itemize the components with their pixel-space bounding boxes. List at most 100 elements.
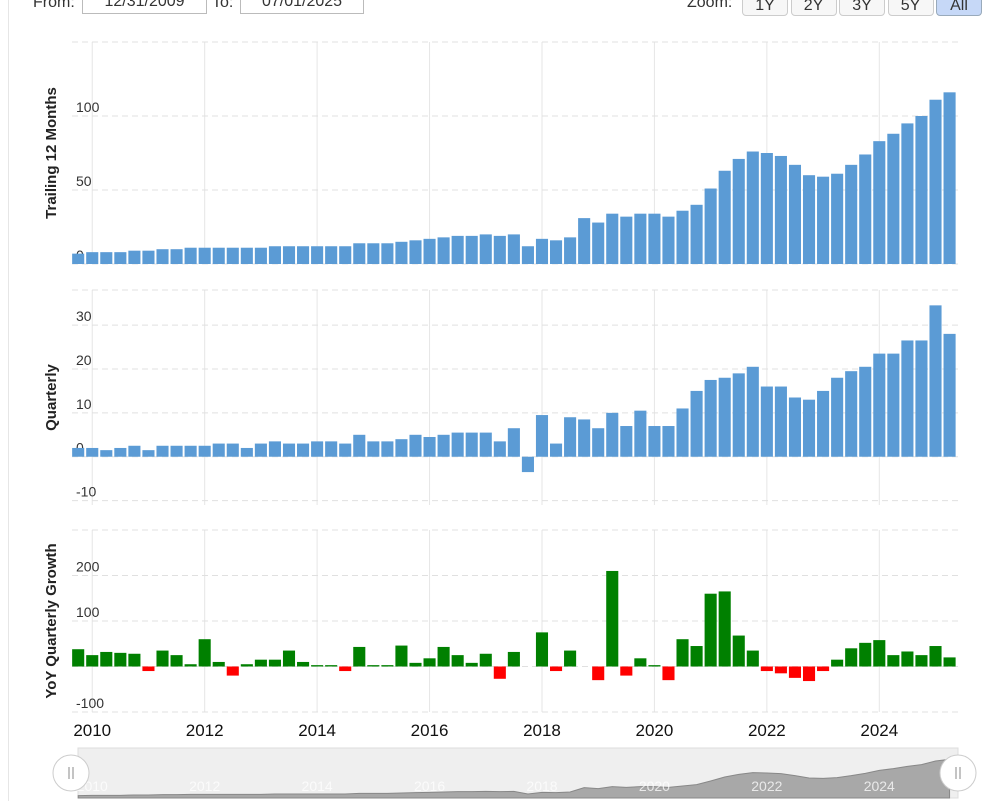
y-tick-label: 0 [76,440,84,456]
bar [268,441,281,457]
bar [887,353,900,457]
bar [479,234,492,264]
zoom-button[interactable]: 2Y [790,0,837,16]
bar [648,213,661,264]
bar [268,246,281,264]
bar [634,658,647,667]
controls: From: 12/31/2009 To: 07/01/2025 Zoom: 1Y… [0,0,989,20]
bar [465,432,478,457]
bar [170,445,183,457]
bar [367,243,380,264]
bar [845,371,858,457]
y-axis-title: Trailing 12 Months [43,87,60,219]
from-input[interactable]: 12/31/2009 [82,0,207,14]
bar [226,247,239,264]
bar [802,175,816,264]
bar [915,116,928,264]
bar [943,92,956,264]
bar [915,340,928,457]
bar [86,447,99,457]
bar [297,246,310,264]
navigator-handle[interactable] [939,754,977,792]
navigator-label: 2020 [639,778,670,794]
bar [887,655,900,667]
bar [156,650,169,667]
from-label: From: [33,0,75,11]
bar [606,570,619,667]
bar [929,305,942,457]
bar [381,441,394,457]
bar [817,390,830,457]
bar [662,216,675,264]
navigator-label: 2022 [751,778,782,794]
bar [887,133,900,264]
x-tick-label: 2024 [860,721,898,740]
bar [564,417,577,457]
bar [72,447,85,457]
x-tick-label: 2022 [748,721,786,740]
bar [760,153,773,264]
bar [226,443,239,457]
bar [578,218,591,264]
bar [535,415,549,457]
bar [690,390,703,457]
bar [788,666,802,678]
y-tick-label: 100 [76,99,100,115]
navigator-handle[interactable] [52,754,90,792]
y-tick-label: 100 [76,604,100,620]
navigator-label: 2012 [189,778,220,794]
bar [367,665,380,667]
bar [774,666,787,674]
bar [634,213,647,264]
bar [395,645,408,667]
y-tick-label: 200 [76,559,100,575]
bar [100,252,113,264]
bar [128,445,141,457]
y-tick-label: 50 [76,173,92,189]
bar [282,443,296,457]
bar [493,441,506,457]
bar [254,247,267,264]
bar [634,410,647,457]
bar [254,443,267,457]
bar [592,222,605,264]
to-input[interactable]: 07/01/2025 [240,0,364,14]
bar [156,249,169,264]
y-tick-label: -10 [76,484,96,500]
bar [929,646,942,667]
bar [549,666,563,672]
bar [592,666,605,681]
bar [339,246,352,264]
bar [704,593,717,667]
y-tick-label: -100 [76,695,104,711]
bar [254,659,267,667]
zoom-button[interactable]: 5Y [887,0,934,16]
bar [325,665,338,667]
zoom-button[interactable]: 1Y [742,0,788,16]
bar [212,443,225,457]
zoom-button[interactable]: All [936,0,982,16]
bar [212,661,225,667]
bar [760,386,773,457]
bar [268,659,281,667]
bar [184,445,197,457]
bar [859,642,872,667]
x-tick-label: 2012 [186,721,224,740]
bar [788,397,802,457]
bar [170,249,183,264]
bar [746,366,759,457]
zoom-button[interactable]: 3Y [839,0,885,16]
bar [774,155,787,264]
bar [676,408,689,457]
bar [845,648,858,667]
bar [311,441,324,457]
bar [240,247,253,264]
bar [479,432,492,457]
bar [901,651,914,667]
bar [142,250,155,264]
bar [873,353,886,457]
bar [367,441,380,457]
bar [493,235,506,264]
navigator-area [77,758,951,799]
